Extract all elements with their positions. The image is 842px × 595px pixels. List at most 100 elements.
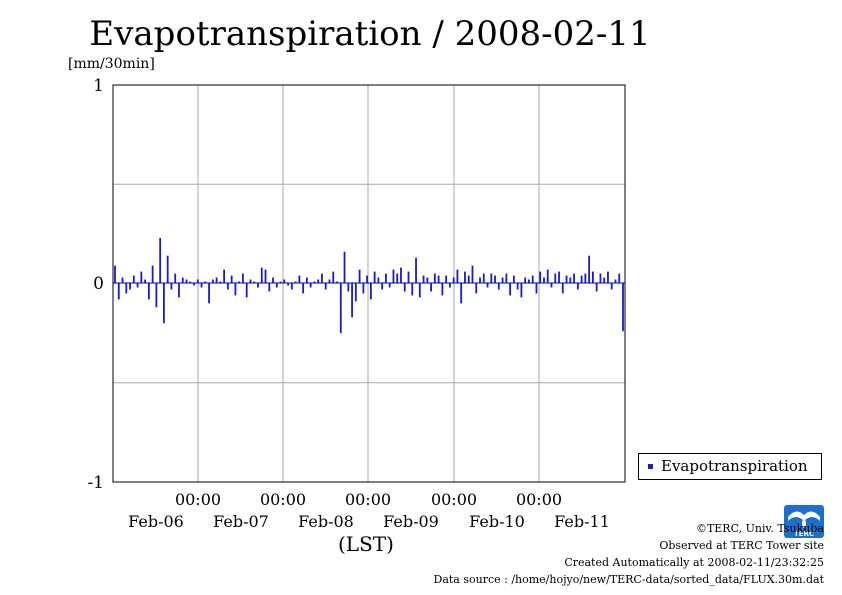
data-bar [136,283,139,288]
data-bar [155,283,158,308]
data-bar [381,283,384,290]
data-bar [418,283,421,298]
data-bar [561,283,564,294]
x-date-label: Feb-07 [213,512,269,531]
data-bar [618,273,621,284]
data-bar [373,271,376,284]
data-bar [576,283,579,290]
data-bar [366,275,369,284]
x-date-label: Feb-09 [383,512,439,531]
data-bar [306,277,308,284]
data-bar [497,283,500,290]
y-tick-label: 1 [93,76,104,96]
x-time-label: 00:00 [516,490,562,509]
data-bar [200,283,203,288]
data-bar [580,275,583,284]
x-date-label: Feb-06 [128,512,184,531]
data-bar [362,283,365,294]
footer-source: Data source : /home/hojyo/new/TERC-data/… [433,573,825,586]
data-bar [290,283,293,290]
data-bar [121,277,124,284]
data-bar [298,275,301,284]
data-bar [159,237,162,284]
data-bar [317,279,320,284]
footer-site: Observed at TERC Tower site [659,539,824,552]
data-bar [215,277,218,284]
data-bar [324,283,327,290]
x-date-label: Feb-11 [554,512,610,531]
data-bar [396,273,399,284]
data-bar [211,279,214,284]
data-bar [163,283,165,324]
data-bar [117,283,120,300]
data-bar [554,273,557,284]
data-bar [351,283,353,318]
data-bar [588,255,591,284]
data-bar [392,269,395,284]
data-bar [471,265,474,284]
data-bar [170,283,173,290]
data-bar [400,267,402,284]
data-bar [249,279,252,284]
series-bars [114,237,624,334]
data-bar [595,283,598,292]
data-bar [129,283,131,290]
data-bar [208,283,210,304]
data-bar [230,275,233,284]
logo-text: TERC [794,530,814,538]
data-bar [509,283,512,296]
data-bar [358,269,361,284]
data-bar [132,275,135,284]
data-bar [140,271,143,284]
data-bar [260,267,263,284]
y-unit-label: [mm/30min] [68,56,155,72]
terc-logo: TERC [784,505,824,538]
data-bar [339,283,342,334]
x-time-label: 00:00 [260,490,306,509]
legend-label: Evapotranspiration [661,457,808,475]
data-bar [302,283,305,294]
data-bar [407,271,410,284]
data-bar [287,283,289,286]
data-bar [275,283,278,288]
data-bar [283,279,286,284]
data-bar [475,283,478,294]
data-bar [151,265,154,284]
data-bar [185,279,188,284]
data-bar [332,271,335,284]
data-bar [147,283,150,300]
data-bar [321,273,323,284]
data-bar [546,269,549,284]
data-bar [226,283,229,290]
data-bar [411,283,414,296]
data-bar [592,271,594,284]
data-bar [449,283,451,288]
data-bar [490,273,493,284]
data-bar [607,271,609,284]
data-bar [388,283,391,288]
data-bar [467,275,470,284]
data-bar [610,283,613,290]
legend-swatch [648,464,653,469]
data-bar [245,283,248,298]
data-bar [603,277,606,284]
data-bar [520,283,523,298]
data-bar [524,277,527,284]
data-bar [403,283,406,292]
data-bar [512,275,515,284]
data-bar [426,277,429,284]
data-bar [242,273,244,284]
data-bar [354,283,357,302]
data-bar [535,283,538,294]
data-bar [174,273,177,284]
data-bar [347,283,350,292]
data-bar [196,279,199,284]
data-bar [343,251,346,284]
data-bar [531,275,534,284]
data-bar [257,283,259,288]
data-bar [430,283,432,292]
x-time-label: 00:00 [431,490,477,509]
data-bar [114,265,116,284]
chart-title: Evapotranspiration / 2008-02-11 [89,14,651,54]
plot-frame [112,84,626,483]
